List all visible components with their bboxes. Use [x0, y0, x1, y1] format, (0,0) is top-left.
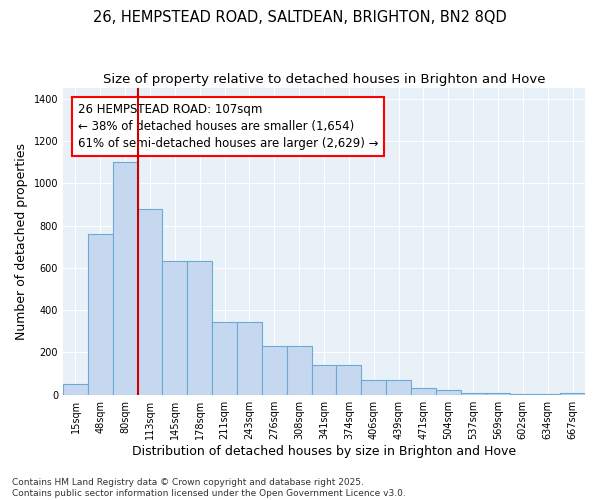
Bar	[163, 262, 187, 394]
Bar	[187, 262, 212, 394]
Bar	[560, 392, 585, 394]
Bar	[63, 384, 88, 394]
Text: Contains HM Land Registry data © Crown copyright and database right 2025.
Contai: Contains HM Land Registry data © Crown c…	[12, 478, 406, 498]
Bar	[386, 380, 411, 394]
Text: 26 HEMPSTEAD ROAD: 107sqm
← 38% of detached houses are smaller (1,654)
61% of se: 26 HEMPSTEAD ROAD: 107sqm ← 38% of detac…	[78, 103, 379, 150]
Text: 26, HEMPSTEAD ROAD, SALTDEAN, BRIGHTON, BN2 8QD: 26, HEMPSTEAD ROAD, SALTDEAN, BRIGHTON, …	[93, 10, 507, 25]
Bar	[311, 365, 337, 394]
Y-axis label: Number of detached properties: Number of detached properties	[15, 143, 28, 340]
Bar	[485, 392, 511, 394]
X-axis label: Distribution of detached houses by size in Brighton and Hove: Distribution of detached houses by size …	[132, 444, 516, 458]
Bar	[461, 392, 485, 394]
Bar	[411, 388, 436, 394]
Bar	[88, 234, 113, 394]
Bar	[137, 208, 163, 394]
Bar	[262, 346, 287, 395]
Title: Size of property relative to detached houses in Brighton and Hove: Size of property relative to detached ho…	[103, 72, 545, 86]
Bar	[287, 346, 311, 395]
Bar	[361, 380, 386, 394]
Bar	[436, 390, 461, 394]
Bar	[212, 322, 237, 394]
Bar	[337, 365, 361, 394]
Bar	[237, 322, 262, 394]
Bar	[113, 162, 137, 394]
